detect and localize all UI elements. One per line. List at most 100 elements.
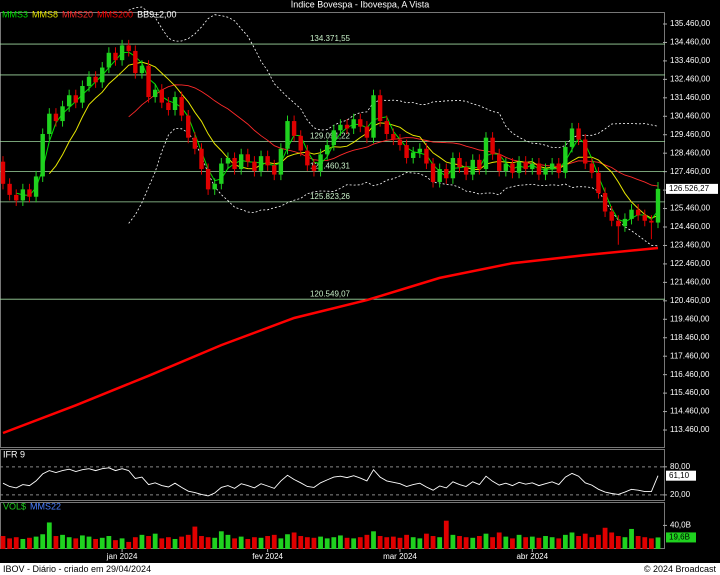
- candle-body: [53, 113, 59, 122]
- ifr-panel: [0, 449, 665, 501]
- volume-bar: [397, 537, 403, 549]
- candle-body: [311, 165, 317, 171]
- volume-bar: [556, 538, 562, 549]
- volume-bar: [410, 537, 416, 549]
- volume-bar: [185, 534, 191, 549]
- y-tick-label: 115.460,00: [670, 388, 710, 397]
- volume-bar: [417, 538, 423, 549]
- candle-body: [238, 154, 244, 170]
- volume-bar: [443, 520, 449, 549]
- candle-body: [510, 163, 515, 173]
- volume-bar: [126, 541, 132, 549]
- candle-body: [358, 119, 363, 127]
- volume-bar: [510, 538, 515, 549]
- candle-body: [232, 157, 237, 170]
- volume-bar: [192, 526, 198, 549]
- candle-body: [14, 194, 19, 201]
- legend-item: MMS20: [62, 9, 93, 19]
- candle-body: [384, 121, 389, 134]
- candle-body: [47, 113, 52, 134]
- volume-bar: [615, 536, 621, 549]
- candle-body: [457, 157, 462, 168]
- volume-bar: [172, 538, 178, 549]
- legend-item: BB9±2,00: [137, 9, 176, 19]
- candle-body: [27, 189, 32, 197]
- volume-bar: [596, 534, 601, 549]
- candle-body: [258, 156, 264, 171]
- candle-body: [245, 154, 250, 162]
- candle-body: [549, 163, 555, 170]
- y-tick-label: 120.460,00: [670, 296, 711, 305]
- volume-bar: [298, 536, 304, 549]
- candle-body: [490, 137, 495, 155]
- volume-bar: [146, 536, 151, 549]
- y-tick-label: 40,0B: [670, 521, 691, 530]
- candle-body: [113, 52, 118, 61]
- volume-bar: [602, 527, 608, 549]
- y-tick-label: 129.460,00: [670, 130, 711, 139]
- volume-bar: [271, 534, 277, 549]
- volume-bar: [40, 534, 46, 549]
- volume-bar: [0, 536, 6, 549]
- volume-bar: [245, 538, 251, 549]
- y-tick-label: 113.460,00: [670, 425, 710, 434]
- candle-body: [305, 150, 310, 166]
- volume-bar: [66, 537, 72, 549]
- candle-body: [397, 139, 403, 146]
- candle-body: [344, 124, 350, 129]
- volume-bar: [357, 537, 363, 549]
- volume-bar: [304, 537, 310, 549]
- ifr-line: [2, 467, 659, 497]
- volume-bar: [516, 534, 522, 549]
- volume-bar: [139, 534, 145, 549]
- candle-body: [655, 188, 661, 223]
- volume-bar: [576, 536, 582, 549]
- volume-bar: [523, 537, 529, 549]
- volume-bar: [106, 536, 112, 549]
- candle-body: [73, 95, 78, 103]
- candle-body: [298, 135, 303, 151]
- ifr-last-label: 61,10: [669, 471, 690, 480]
- candle-body: [411, 152, 416, 158]
- volume-bar: [450, 534, 456, 549]
- candle-body: [172, 97, 178, 110]
- x-tick-label: mar 2024: [383, 552, 417, 561]
- x-tick-label: jan 2024: [106, 552, 138, 561]
- candle-body: [60, 106, 65, 122]
- volume-bar: [622, 537, 628, 549]
- candle-body: [33, 176, 39, 197]
- candle-body: [649, 220, 654, 223]
- volume-bar: [33, 536, 39, 549]
- volume-bar: [159, 538, 165, 549]
- volume-bar: [318, 536, 323, 549]
- volume-bar: [642, 537, 648, 549]
- volume-bar: [338, 535, 343, 549]
- volume-bar: [258, 537, 264, 549]
- candle-body: [0, 161, 6, 184]
- level-label: 134.371,55: [310, 34, 351, 43]
- volume-bar: [582, 533, 588, 549]
- candle-body: [272, 165, 277, 175]
- candle-body: [225, 157, 231, 164]
- volume-bar: [13, 537, 19, 549]
- price-panel: [0, 12, 665, 448]
- volume-bar: [496, 532, 502, 549]
- candle-body: [186, 115, 191, 138]
- candle-body: [596, 172, 601, 194]
- volume-bar: [549, 537, 555, 549]
- candle-body: [133, 50, 138, 74]
- volume-bar: [430, 536, 436, 549]
- volume-bar: [132, 537, 138, 549]
- volume-bar: [344, 537, 350, 549]
- volume-bar: [152, 533, 158, 549]
- volume-bar: [252, 537, 257, 549]
- volume-bar: [437, 537, 443, 549]
- candle-body: [635, 209, 641, 216]
- candle-body: [20, 189, 26, 201]
- candle-body: [463, 167, 469, 175]
- candle-body: [371, 95, 376, 138]
- candle-body: [265, 156, 270, 166]
- volume-bar: [93, 538, 99, 549]
- volume-bar: [79, 535, 85, 549]
